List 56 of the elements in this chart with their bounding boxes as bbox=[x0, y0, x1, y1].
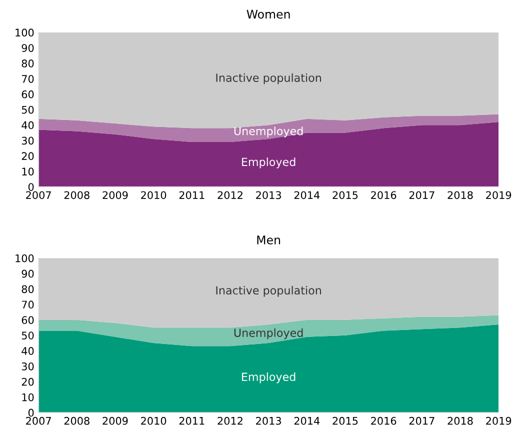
x-tick-label: 2008 bbox=[64, 416, 90, 425]
x-tick-label: 2010 bbox=[141, 416, 166, 425]
series-label: Unemployed bbox=[234, 126, 303, 138]
y-tick-label: 90 bbox=[22, 270, 34, 278]
x-tick-label: 2017 bbox=[409, 416, 434, 425]
y-tick-label: 80 bbox=[22, 60, 34, 68]
series-label: Employed bbox=[242, 372, 296, 384]
y-tick-label: 40 bbox=[22, 347, 34, 355]
y-tick-label: 50 bbox=[22, 106, 34, 114]
y-tick-label: 40 bbox=[22, 121, 34, 130]
x-tick-label: 2013 bbox=[256, 416, 281, 425]
x-tick-label: 2017 bbox=[409, 191, 434, 200]
y-tick-label: 100 bbox=[16, 28, 34, 37]
x-tick-label: 2012 bbox=[218, 191, 242, 200]
chart-title: Women bbox=[246, 10, 290, 19]
x-tick-label: 2009 bbox=[102, 416, 128, 425]
x-tick-label: 2007 bbox=[26, 416, 51, 425]
x-tick-label: 2007 bbox=[26, 191, 51, 200]
x-tick-label: 2018 bbox=[448, 191, 473, 200]
y-tick-label: 70 bbox=[22, 300, 34, 309]
x-tick-label: 2008 bbox=[64, 191, 90, 200]
series-label: Unemployed bbox=[234, 328, 303, 340]
y-tick-label: 10 bbox=[22, 168, 34, 176]
y-tick-label: 30 bbox=[22, 136, 34, 145]
x-tick-label: 2015 bbox=[332, 191, 358, 200]
y-tick-label: 80 bbox=[22, 285, 34, 294]
x-tick-label: 2014 bbox=[294, 191, 320, 200]
y-tick-label: 100 bbox=[16, 254, 34, 262]
x-tick-label: 2009 bbox=[102, 191, 128, 200]
y-tick-label: 0 bbox=[28, 408, 34, 417]
y-tick-label: 60 bbox=[22, 90, 34, 98]
y-tick-label: 70 bbox=[22, 74, 34, 83]
y-tick-label: 90 bbox=[22, 44, 34, 52]
x-tick-label: 2010 bbox=[141, 191, 166, 200]
x-tick-label: 2016 bbox=[371, 191, 396, 200]
x-tick-label: 2011 bbox=[179, 416, 204, 425]
series-label: Employed bbox=[242, 158, 296, 168]
y-tick-label: 20 bbox=[22, 378, 34, 386]
y-tick-label: 60 bbox=[22, 316, 34, 324]
chart-title: Men bbox=[257, 236, 280, 244]
y-tick-label: 20 bbox=[22, 152, 34, 160]
x-tick-label: 2012 bbox=[218, 416, 242, 425]
x-tick-label: 2013 bbox=[256, 191, 281, 200]
x-tick-label: 2018 bbox=[448, 416, 473, 425]
x-tick-label: 2014 bbox=[294, 416, 320, 425]
x-tick-label: 2015 bbox=[332, 416, 358, 425]
series-label: Inactive population bbox=[216, 286, 321, 297]
y-tick-label: 10 bbox=[22, 393, 34, 402]
y-tick-label: 0 bbox=[28, 183, 34, 191]
y-tick-label: 50 bbox=[22, 332, 34, 340]
x-tick-label: 2011 bbox=[179, 191, 204, 200]
x-tick-label: 2016 bbox=[371, 416, 396, 425]
x-tick-label: 2019 bbox=[486, 191, 512, 200]
series-label: Inactive population bbox=[216, 73, 321, 84]
x-tick-label: 2019 bbox=[486, 416, 512, 425]
y-tick-label: 30 bbox=[22, 362, 34, 370]
